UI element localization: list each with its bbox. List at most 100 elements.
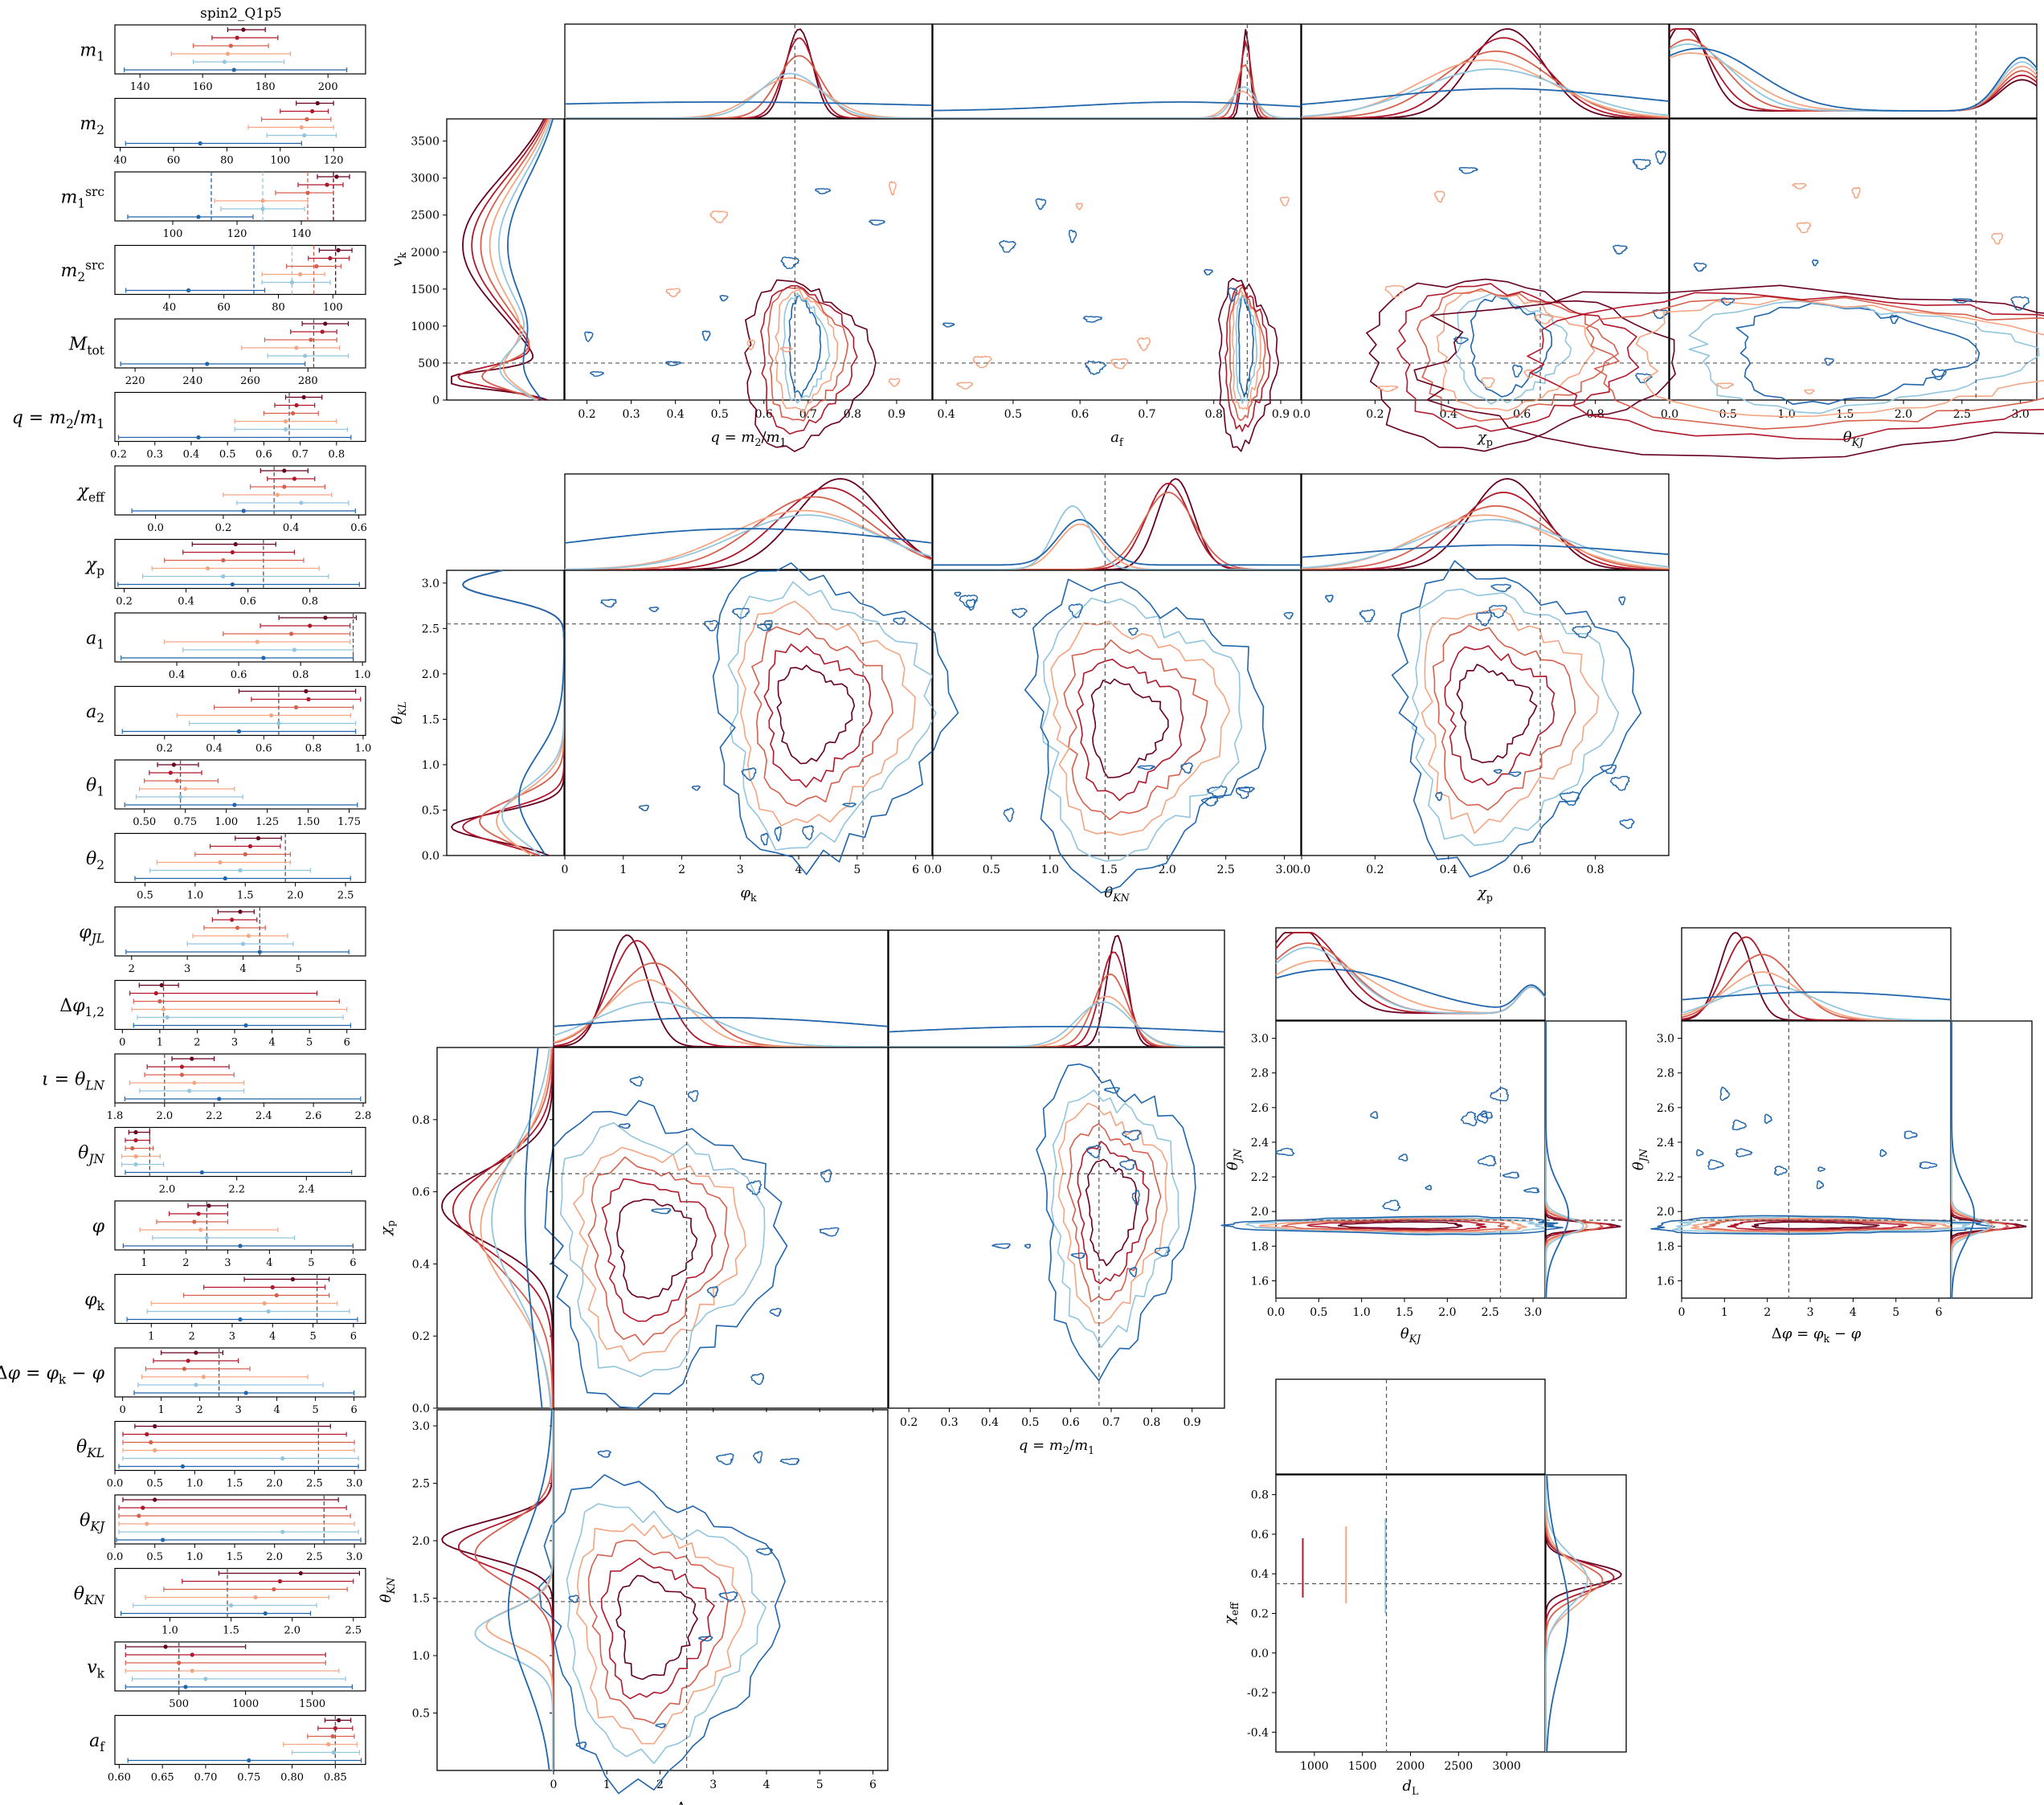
x-tick-label: 2.0 <box>1159 864 1176 876</box>
contour-island <box>769 1308 782 1317</box>
contour-island <box>703 619 719 631</box>
contour-0-1 <box>782 292 831 404</box>
panel-frame <box>114 171 366 222</box>
contour-1-3 <box>1050 620 1231 836</box>
panel-label: φJL <box>79 923 104 946</box>
median-marker <box>238 1317 243 1322</box>
contour-island <box>1490 1087 1509 1101</box>
median-marker <box>243 851 247 857</box>
x-tick-label: 0.6 <box>1071 408 1089 421</box>
y-tick-label: 2.5 <box>422 623 439 635</box>
median-marker <box>235 35 239 40</box>
median-marker <box>203 1676 208 1681</box>
x-axis-label: χp <box>1476 884 1493 904</box>
marginal-frame <box>1301 473 1670 570</box>
corner-block-thetaJN-dphi: 0 1 2 3 4 5 6 1.6 1.8 2.0 2.2 2.4 2.6 2.8 3.0 Δφ = φk −… <box>1630 927 2033 1345</box>
interval-panel-23: 0.60 0.65 0.70 0.75 0.80 0.85 af <box>89 1714 366 1784</box>
median-marker <box>241 508 246 513</box>
contour-island <box>1475 611 1493 627</box>
panel-frame <box>114 1053 366 1104</box>
contour-island <box>1012 607 1028 619</box>
y-tick-label: 1.6 <box>1251 1275 1269 1288</box>
x-tick-label: 0.7 <box>1138 408 1155 421</box>
median-marker <box>290 1276 296 1282</box>
panel-label: Δφ1,2 <box>59 996 104 1019</box>
x-tick-label: 6 <box>1936 1306 1943 1319</box>
x-axis-label: θKJ <box>1843 429 1864 448</box>
row-marginal-0-5 <box>524 1047 543 1409</box>
interval-panel-21: 1.0 1.5 2.0 2.5 θKN <box>74 1567 366 1637</box>
x-tick-label: 100 <box>163 228 183 240</box>
panel-frame <box>114 1420 366 1472</box>
contour-1-0 <box>1237 295 1254 398</box>
y-axis-label: χp <box>378 1220 397 1237</box>
y-tick-label: 3500 <box>411 136 439 149</box>
contour-1-4 <box>1041 597 1243 862</box>
x-tick-label: 0.8 <box>1586 864 1604 876</box>
panel-label: ι = θLN <box>42 1070 105 1093</box>
median-marker <box>235 925 240 930</box>
joint-frame <box>1669 118 2038 401</box>
x-tick-label: 5 <box>309 1331 316 1343</box>
x-tick-label: 3.0 <box>346 1551 363 1563</box>
contour-island <box>1652 308 1669 320</box>
x-tick-label: 0.4 <box>667 408 685 421</box>
panel-label: Δφ = φk − φ <box>0 1364 105 1387</box>
median-marker <box>178 794 183 799</box>
y-tick-label: 0.8 <box>412 1114 430 1127</box>
contour-3 <box>1259 1217 1527 1234</box>
x-tick-label: 1.5 <box>1836 408 1854 421</box>
marginal-right-3 <box>1545 1021 1588 1298</box>
contour-island <box>1707 1159 1725 1170</box>
median-marker <box>183 1685 188 1689</box>
y-tick-label: 3.0 <box>422 578 439 590</box>
x-tick-label: 0 <box>119 1037 125 1049</box>
x-tick-label: 1.0 <box>355 743 372 755</box>
contour-island <box>869 219 885 226</box>
contour-island <box>1481 377 1495 389</box>
marginal-0-5 <box>553 1017 889 1027</box>
x-tick-label: 260 <box>240 375 260 387</box>
median-marker <box>283 419 288 424</box>
contour-island <box>1572 625 1592 639</box>
x-tick-label: 6 <box>350 1331 357 1343</box>
contour-island <box>1600 764 1617 774</box>
contour-c0-r0-5 <box>544 1100 788 1409</box>
x-tick-label: 2.5 <box>1217 864 1235 876</box>
panel-frame <box>114 1714 366 1766</box>
x-tick-label: 1.75 <box>337 816 361 828</box>
median-marker <box>333 1725 337 1731</box>
median-marker <box>179 1064 185 1069</box>
y-tick-label: 2.2 <box>1657 1171 1674 1184</box>
contour-island <box>1458 166 1478 174</box>
x-tick-label: 0.5 <box>1719 408 1737 421</box>
contour-island <box>1204 268 1213 276</box>
interval-panel-11: 0.5 1.0 1.5 2.0 2.5 θ2 <box>86 832 366 902</box>
median-marker <box>230 549 235 555</box>
contour-c0-r0-0 <box>616 1199 698 1300</box>
contour-island <box>1425 1185 1433 1190</box>
contour-island <box>1523 1187 1540 1194</box>
x-tick-label: 1.0 <box>186 1478 203 1490</box>
marginal-2-5 <box>1301 544 1670 558</box>
kj-marginal-0 <box>1669 28 2038 112</box>
x-tick-label: 0.0 <box>107 1478 124 1490</box>
contour-island <box>589 371 604 378</box>
x-tick-label: 0.9 <box>888 408 905 421</box>
panel-label: θ2 <box>86 849 104 872</box>
x-tick-label: 2.0 <box>266 1551 283 1563</box>
corner-block-chip-thetaKN: 0 1 2 3 4 5 6 Δφ = φk − φ 0.2 0.3 0.4 0.5 0.6 0.7 0.8 0… <box>378 929 1225 1805</box>
panel-label: vk <box>87 1658 104 1681</box>
contour-2-5 <box>1366 278 1676 452</box>
y-tick-label: 2.4 <box>1657 1137 1674 1150</box>
x-tick-label: 60 <box>217 302 231 314</box>
contour-island <box>1460 1111 1478 1127</box>
contour-island <box>709 210 729 224</box>
median-marker <box>269 713 274 718</box>
contour-island <box>638 804 649 811</box>
median-marker <box>243 1391 248 1395</box>
x-tick-label: 0.9 <box>1183 1416 1201 1429</box>
x-tick-label: 0.75 <box>237 1772 260 1784</box>
vk-marginal-2 <box>480 118 549 401</box>
y-tick-label: 2.6 <box>1657 1102 1674 1115</box>
